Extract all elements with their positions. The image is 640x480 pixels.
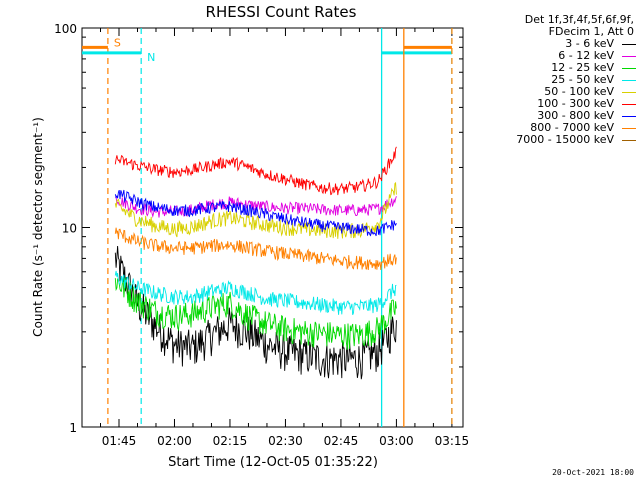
legend-entry: 25 - 50 keV [474,74,636,86]
series-line-2 [114,276,397,350]
legend-label: 300 - 800 keV [537,109,614,122]
legend-label: 12 - 25 keV [551,61,614,74]
x-tick-label: 02:45 [324,434,359,448]
legend-label: 7000 - 15000 keV [516,133,614,146]
legend-swatch [622,79,636,81]
legend-swatch [622,43,636,45]
x-tick-label: 03:15 [435,434,470,448]
axis-ticks [81,27,463,428]
series-lines [114,146,397,380]
plot-frame [81,27,464,428]
y-tick-label: 1 [69,421,77,435]
legend-swatch [622,103,636,105]
footer-timestamp: 20-Oct-2021 18:00 [552,468,634,477]
legend-label: 100 - 300 keV [537,97,614,110]
legend-entry: 7000 - 15000 keV [474,134,636,146]
legend-entry: 800 - 7000 keV [474,122,636,134]
legend-swatch [622,91,636,93]
x-tick-label: 01:45 [102,434,137,448]
x-tick-label: 03:00 [379,434,414,448]
legend-swatch [622,127,636,129]
legend-label: 800 - 7000 keV [530,121,614,134]
chart-title: RHESSI Count Rates [206,3,357,21]
legend-label: 3 - 6 keV [565,37,614,50]
annotation-label: S [114,36,121,49]
series-line-7 [114,227,397,271]
legend-label: 50 - 100 keV [544,85,614,98]
legend-entry: 3 - 6 keV [474,38,636,50]
series-line-3 [114,270,397,315]
legend-label: 6 - 12 keV [558,49,614,62]
legend-header-line-2: FDecim 1, Att 0 [548,25,634,38]
legend-entry: 50 - 100 keV [474,86,636,98]
x-tick-label: 02:00 [157,434,192,448]
series-line-6 [114,189,397,237]
legend-entry: 6 - 12 keV [474,50,636,62]
legend-swatch [622,67,636,69]
legend-entry: 100 - 300 keV [474,98,636,110]
legend-swatch [622,55,636,57]
legend-label: 25 - 50 keV [551,73,614,86]
x-tick-label: 02:15 [213,434,248,448]
tick-labels: 01:45 02:00 02:15 02:30 02:45 03:00 03:15 1 10 10… [54,22,469,448]
y-tick-label: 100 [54,22,77,36]
y-axis-label: Count Rate (s⁻¹ detector segment⁻¹) [31,117,45,337]
legend-swatch [622,139,636,141]
x-axis-label: Start Time (12-Oct-05 01:35:22) [168,455,378,470]
legend-header-line-1: Det 1f,3f,4f,5f,6f,9f, [524,13,634,26]
legend: Det 1f,3f,4f,5f,6f,9f, FDecim 1, Att 0 3… [474,14,636,146]
y-tick-label: 10 [62,222,77,236]
legend-entry: 300 - 800 keV [474,110,636,122]
legend-entry: 12 - 25 keV [474,62,636,74]
x-tick-label: 02:30 [268,434,303,448]
annotation-label: N [147,51,155,64]
series-line-5 [114,146,397,196]
legend-swatch [622,115,636,117]
